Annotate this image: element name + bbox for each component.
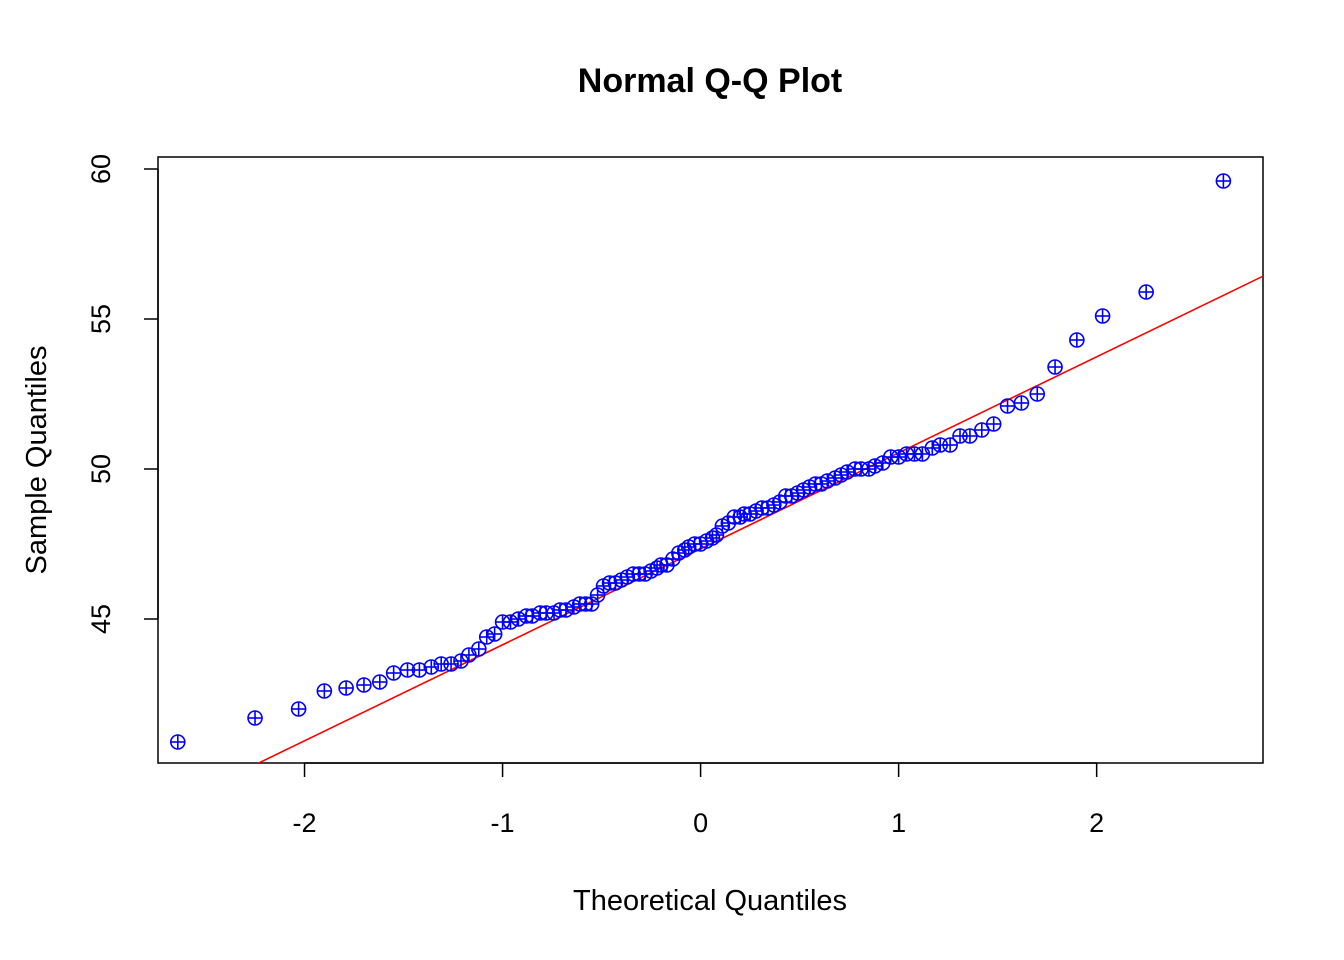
- data-point: [558, 602, 574, 618]
- data-point: [649, 560, 665, 576]
- data-point: [1138, 284, 1154, 300]
- chart-title: Normal Q-Q Plot: [578, 62, 842, 100]
- data-point: [411, 662, 428, 678]
- y-tick-label: 55: [86, 304, 116, 334]
- y-tick-label: 60: [86, 154, 116, 184]
- data-point: [1094, 308, 1111, 324]
- y-tick-label: 45: [86, 604, 116, 634]
- data-point: [170, 734, 186, 750]
- y-axis-label: Sample Quantiles: [21, 346, 53, 575]
- data-point: [371, 674, 388, 690]
- data-point: [423, 659, 440, 675]
- data-point: [867, 458, 883, 474]
- data-points-layer: [170, 173, 1232, 750]
- data-point: [665, 551, 681, 567]
- data-point: [478, 629, 495, 645]
- data-point: [356, 677, 372, 693]
- data-point: [839, 464, 855, 480]
- data-point: [1069, 332, 1085, 348]
- data-point: [510, 611, 527, 627]
- data-point: [502, 614, 519, 630]
- data-point: [1013, 395, 1030, 411]
- data-point: [914, 446, 931, 462]
- plot-frame: [157, 156, 1264, 764]
- data-point: [1029, 386, 1046, 402]
- x-tick-label: 0: [693, 808, 708, 838]
- data-point: [385, 665, 402, 681]
- data-point: [890, 449, 907, 465]
- data-point: [471, 641, 487, 657]
- x-tick-label: -2: [293, 808, 317, 838]
- data-point: [819, 473, 836, 489]
- data-point: [338, 680, 354, 696]
- data-point: [290, 701, 307, 717]
- data-point: [676, 542, 693, 558]
- data-point: [985, 416, 1002, 432]
- data-point: [704, 530, 721, 546]
- data-point: [942, 437, 958, 453]
- x-tick-label: 1: [891, 808, 906, 838]
- x-tick-label: 2: [1089, 808, 1104, 838]
- data-point: [1047, 359, 1063, 375]
- data-point: [247, 710, 263, 726]
- data-point: [732, 509, 749, 525]
- data-point: [659, 557, 675, 573]
- data-point: [461, 647, 477, 663]
- y-tick-label: 50: [86, 454, 116, 484]
- data-point: [524, 608, 541, 624]
- x-axis: -2 -1 0 1 2: [293, 762, 1104, 838]
- data-point: [486, 626, 503, 642]
- data-point: [443, 656, 459, 672]
- data-point: [1215, 173, 1232, 189]
- x-tick-label: -1: [491, 808, 515, 838]
- data-point: [999, 398, 1016, 414]
- x-axis-label: Theoretical Quantiles: [573, 885, 847, 917]
- data-point: [316, 683, 333, 699]
- y-axis: 45 50 55 60: [86, 154, 159, 634]
- data-point: [924, 440, 941, 456]
